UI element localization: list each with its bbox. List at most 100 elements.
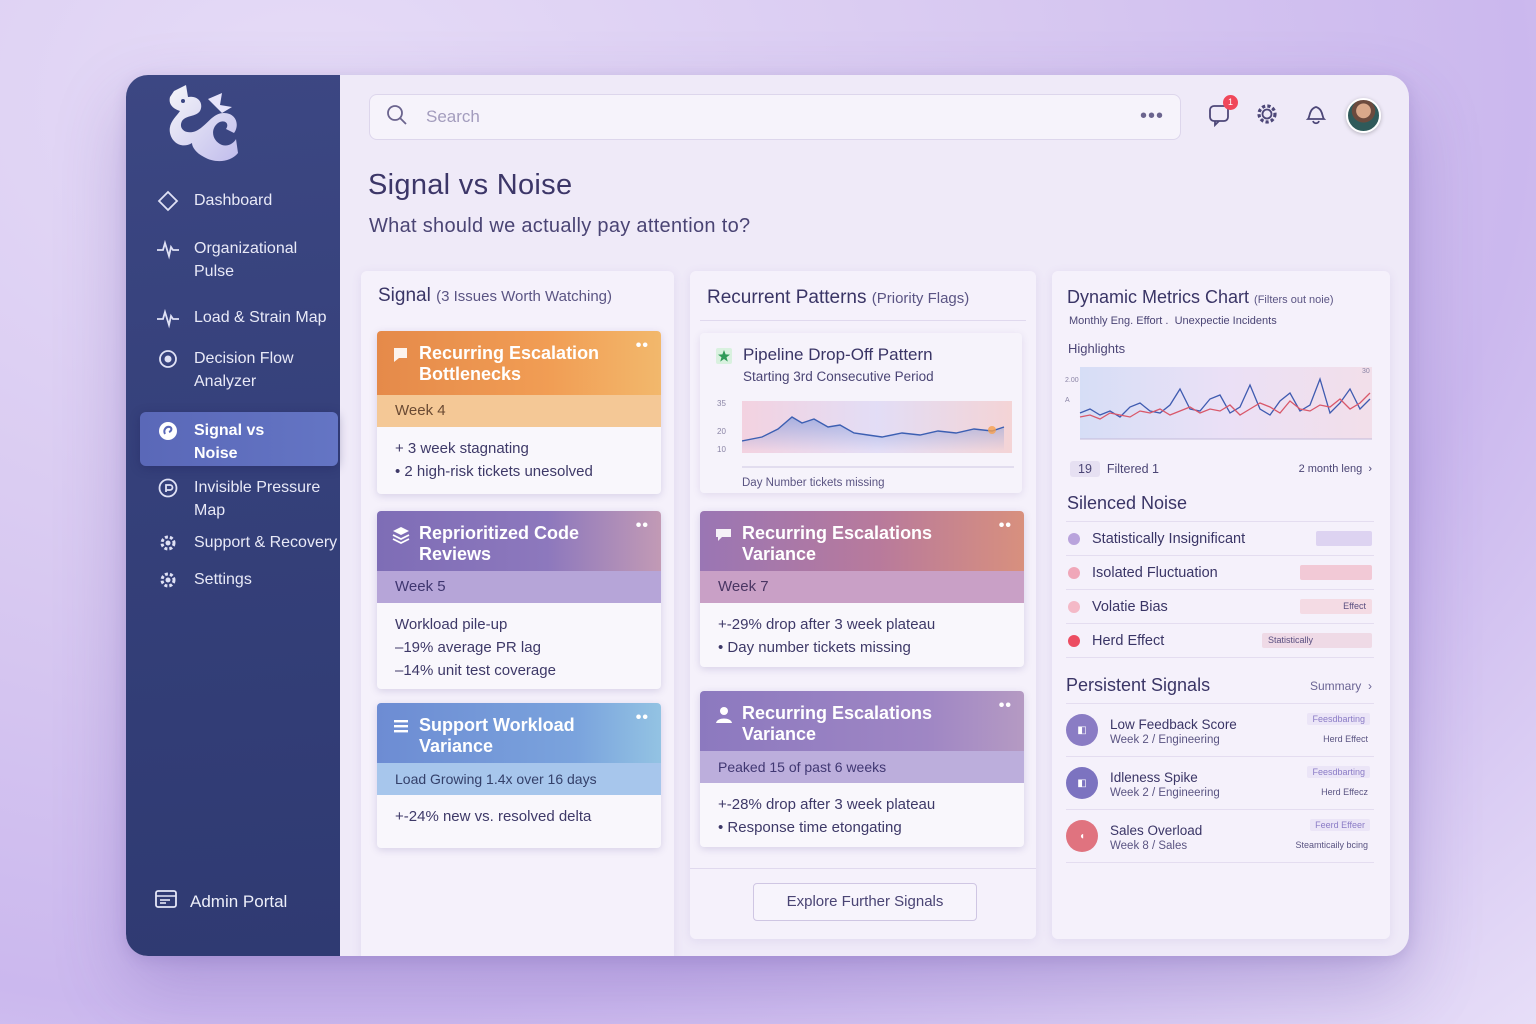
card-menu-button[interactable]: ••: [998, 697, 1012, 714]
sidebar-item-label: Dashboard: [194, 192, 273, 209]
metrics-range-link[interactable]: 2 month leng ›: [1299, 463, 1372, 475]
patterns-column: Recurrent Patterns (Priority Flags) Pipe…: [690, 271, 1036, 939]
metrics-range: 2 month leng: [1298, 463, 1363, 475]
persistent-signal-text: Low Feedback Score Week 2 / Engineering: [1110, 715, 1237, 746]
signal-card[interactable]: Reprioritized Code Reviews •• Week 5 Wor…: [377, 511, 661, 689]
persistent-signal-sub: Week 2 / Engineering: [1110, 786, 1220, 799]
admin-portal-label: Admin Portal: [190, 891, 288, 911]
sidebar-item-label: Decision Flow Analyzer: [194, 350, 294, 390]
card-menu-button[interactable]: ••: [635, 337, 649, 354]
persistent-signal-tag: Feesdbarting: [1307, 713, 1370, 725]
card-band: Peaked 15 of past 6 weeks: [700, 751, 1024, 783]
signal-card[interactable]: Support Workload Variance •• Load Growin…: [377, 703, 661, 848]
card-header: Recurring Escalations Variance ••: [700, 691, 1024, 751]
sidebar-item-dashboard[interactable]: Dashboard: [156, 189, 338, 213]
silenced-item-label: Isolated Fluctuation: [1092, 564, 1218, 581]
card-line: –19% average PR lag: [395, 639, 541, 656]
metrics-line-chart: Highlights 2.00 A 30: [1065, 341, 1372, 440]
chart-y-tick: A: [1065, 397, 1070, 404]
card-line: + 3 week stagnating: [395, 440, 529, 457]
sidebar-item-organizational-pulse[interactable]: Organizational Pulse: [156, 237, 338, 283]
card-line: +-29% drop after 3 week plateau: [718, 616, 936, 633]
pipeline-pattern-card[interactable]: Pipeline Drop-Off Pattern Starting 3rd C…: [700, 333, 1022, 493]
notifications-button[interactable]: 1: [1204, 95, 1238, 132]
page-subtitle: What should we actually pay attention to…: [369, 215, 751, 237]
persistent-signals-list: ◧ Low Feedback Score Week 2 / Engineerin…: [1066, 703, 1374, 863]
bell-icon: [1303, 101, 1329, 132]
silenced-item[interactable]: Isolated Fluctuation: [1066, 556, 1374, 590]
sidebar-item-decision-flow-analyzer[interactable]: Decision Flow Analyzer: [156, 347, 338, 393]
sidebar-item-label: Organizational Pulse: [194, 240, 298, 280]
layers-icon: [391, 525, 411, 545]
notification-badge: 1: [1223, 95, 1238, 110]
signal-card[interactable]: Recurring Escalation Bottlenecks •• Week…: [377, 331, 661, 494]
admin-panel-icon: [154, 888, 178, 915]
signal-avatar-icon: ◧: [1066, 714, 1098, 746]
settings-button[interactable]: [1252, 101, 1282, 131]
card-menu-button[interactable]: ••: [635, 709, 649, 726]
persistent-signal-item[interactable]: ◧ Low Feedback Score Week 2 / Engineerin…: [1066, 704, 1374, 757]
signal-heading-note: (3 Issues Worth Watching): [436, 288, 613, 305]
card-header: Recurring Escalation Bottlenecks ••: [377, 331, 661, 395]
silenced-item[interactable]: Volatie Bias Effect: [1066, 590, 1374, 624]
card-title: Recurring Escalations Variance: [742, 523, 933, 564]
metrics-filtered: Filtered 1: [1106, 462, 1159, 476]
card-line: +-28% drop after 3 week plateau: [718, 796, 936, 813]
silenced-item-tag: [1300, 565, 1372, 580]
patterns-heading: Recurrent Patterns (Priority Flags): [707, 287, 969, 309]
card-body: + 3 week stagnating • 2 high-risk ticket…: [377, 427, 661, 483]
sidebar-item-load-strain-map[interactable]: Load & Strain Map: [156, 306, 338, 330]
card-line: • 2 high-risk tickets unesolved: [395, 463, 593, 480]
summary-label: Summary: [1309, 679, 1362, 693]
sidebar-item-signal-vs-noise[interactable]: Signal vs Noise: [140, 412, 338, 466]
search-bar[interactable]: Search •••: [369, 94, 1181, 140]
silenced-item[interactable]: Statistically Insignificant: [1066, 522, 1374, 556]
more-options-button[interactable]: •••: [1139, 105, 1164, 127]
pipeline-footer: Day Number tickets missing: [742, 477, 885, 489]
card-title: Reprioritized Code Reviews: [419, 523, 580, 564]
legend-item: Unexpectie Incidents: [1174, 315, 1277, 327]
sidebar-item-support-recovery[interactable]: Support & Recovery: [156, 531, 338, 555]
search-input[interactable]: Search: [426, 107, 480, 126]
pattern-card[interactable]: Recurring Escalations Variance •• Week 7…: [700, 511, 1024, 667]
card-title: Recurring Escalations Variance: [742, 703, 933, 744]
sidebar-item-settings[interactable]: Settings: [156, 568, 338, 592]
metrics-heading: Dynamic Metrics Chart (Filters out noie): [1067, 287, 1334, 308]
silenced-noise-list: Statistically Insignificant Isolated Flu…: [1066, 521, 1374, 658]
gear-icon: [1254, 101, 1280, 132]
sidebar-item-invisible-pressure-map[interactable]: Invisible Pressure Map: [156, 476, 338, 522]
pipeline-subtitle: Starting 3rd Consecutive Period: [743, 369, 934, 384]
card-menu-button[interactable]: ••: [635, 517, 649, 534]
card-body: +-29% drop after 3 week plateau • Day nu…: [700, 603, 1024, 659]
chat-icon: [714, 525, 734, 545]
status-dot: [1068, 566, 1080, 579]
sidebar: Dashboard Organizational Pulse Load & St…: [126, 75, 340, 956]
silenced-item[interactable]: Herd Effect Statistically: [1066, 624, 1374, 658]
user-avatar[interactable]: [1346, 98, 1381, 133]
user-icon: [714, 705, 734, 725]
notification-icon: [1206, 101, 1232, 132]
pipeline-y-tick: 10: [717, 445, 726, 454]
gear-icon: [156, 568, 180, 592]
persistent-signal-title: Idleness Spike: [1110, 769, 1198, 785]
metrics-legend: Monthly Eng. Effort . Unexpectie Inciden…: [1069, 315, 1277, 327]
star-icon: [716, 348, 732, 369]
card-line: Workload pile-up: [395, 616, 508, 633]
alerts-button[interactable]: [1301, 101, 1331, 131]
persistent-signal-sub: Week 2 / Engineering: [1110, 733, 1220, 746]
metrics-footer: 19 Filtered 1: [1070, 461, 1159, 477]
status-dot: [1068, 600, 1080, 613]
admin-portal-link[interactable]: Admin Portal: [154, 888, 287, 915]
card-line: • Response time etongating: [718, 819, 902, 836]
persistent-signal-item[interactable]: ◧ Idleness Spike Week 2 / Engineering Fe…: [1066, 757, 1374, 810]
card-menu-button[interactable]: ••: [998, 517, 1012, 534]
explore-further-signals-button[interactable]: Explore Further Signals: [753, 883, 977, 921]
silenced-item-tag: [1316, 531, 1372, 546]
summary-link[interactable]: Summary ›: [1310, 679, 1372, 693]
persistent-signal-item[interactable]: ◖ Sales Overload Week 8 / Sales Feerd Ef…: [1066, 810, 1374, 863]
pattern-card[interactable]: Recurring Escalations Variance •• Peaked…: [700, 691, 1024, 847]
persistent-signal-title: Low Feedback Score: [1110, 716, 1237, 732]
card-band: Load Growing 1.4x over 16 days: [377, 763, 661, 795]
card-band: Week 7: [700, 571, 1024, 603]
card-title: Support Workload Variance: [419, 715, 575, 756]
